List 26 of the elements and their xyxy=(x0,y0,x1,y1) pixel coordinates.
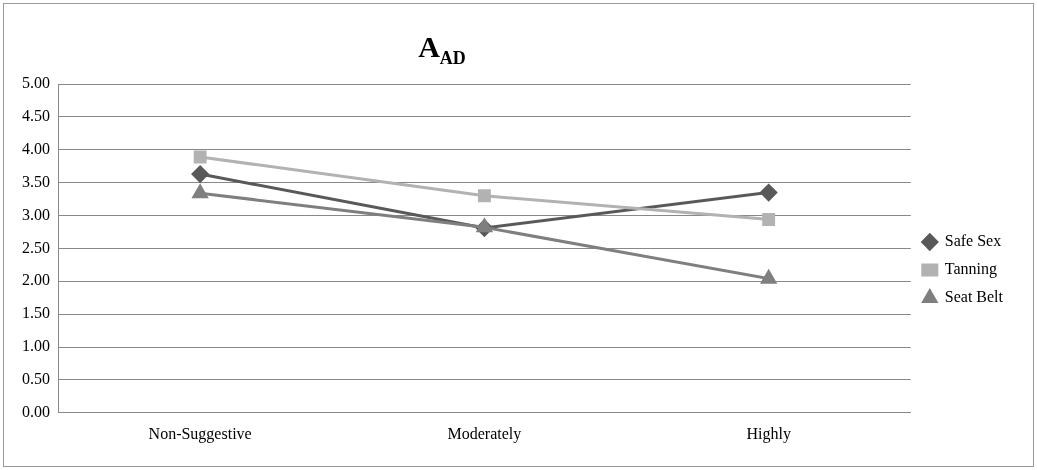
y-tick-label: 1.00 xyxy=(22,337,50,355)
point xyxy=(760,184,778,201)
y-tick-label: 3.50 xyxy=(22,172,50,190)
point xyxy=(477,189,491,203)
point xyxy=(476,218,492,233)
point xyxy=(762,213,776,226)
point xyxy=(192,184,208,199)
x-tick-label: Non-Suggestive xyxy=(148,424,252,443)
point xyxy=(193,150,207,164)
y-tick-label: 3.00 xyxy=(22,205,50,223)
legend-label: Tanning xyxy=(944,260,997,279)
y-tick-label: 4.50 xyxy=(22,107,50,125)
x-tick-label: Highly xyxy=(746,424,791,443)
point xyxy=(191,165,209,183)
y-tick-label: 5.00 xyxy=(22,74,50,92)
x-tick-label: Moderately xyxy=(447,424,522,443)
legend-label: Safe Sex xyxy=(944,232,1002,250)
chart-title: A$_{AD}$ xyxy=(417,30,467,69)
y-tick-label: 2.50 xyxy=(22,238,50,256)
y-tick-label: 4.00 xyxy=(22,139,50,157)
y-tick-label: 1.50 xyxy=(22,304,50,322)
point xyxy=(761,270,777,284)
y-tick-label: 0.00 xyxy=(22,403,50,420)
y-tick-label: 0.50 xyxy=(22,370,50,388)
legend-label: Seat Belt xyxy=(944,288,1004,306)
y-tick-label: 2.00 xyxy=(22,271,50,289)
